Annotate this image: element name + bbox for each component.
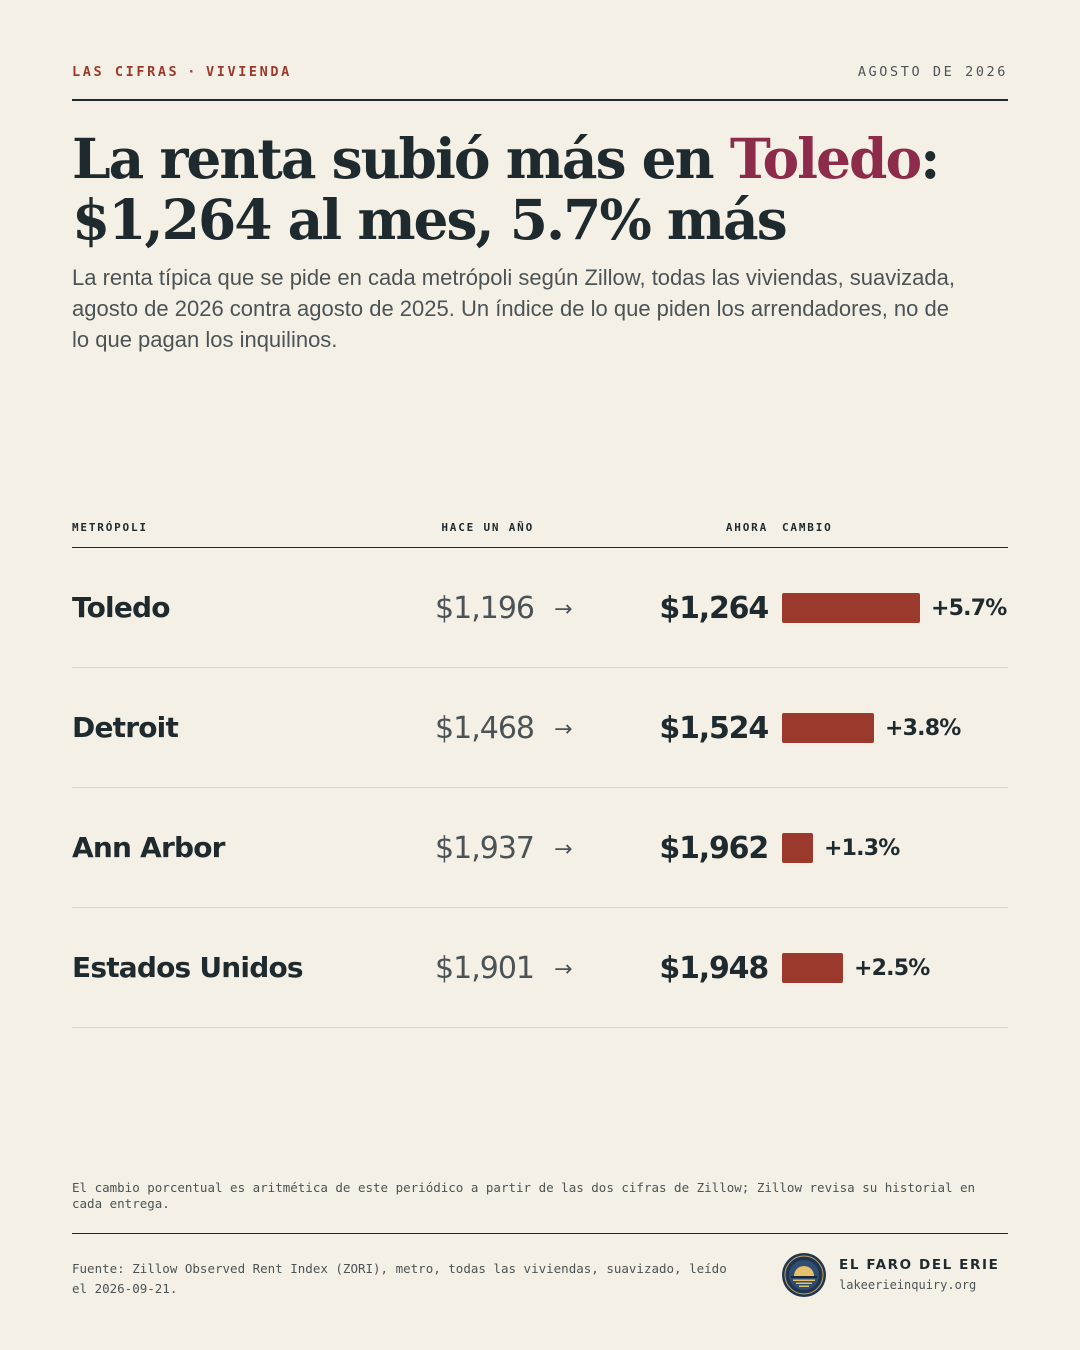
table-row: Toledo $1,196 → $1,264 +5.7% [72, 548, 1008, 668]
change-bar [782, 593, 920, 623]
footer-rule [72, 1233, 1008, 1234]
rent-now: $1,524 [659, 711, 769, 746]
brand-url: lakeerieinquiry.org [839, 1278, 977, 1292]
row-divider [72, 1027, 1008, 1028]
arrow-icon: → [554, 717, 573, 742]
metro-name: Estados Unidos [72, 951, 304, 984]
dateline: AGOSTO DE 2026 [857, 64, 1008, 80]
metro-name: Toledo [72, 591, 170, 624]
change-label: +5.7% [931, 596, 1007, 621]
column-header-now: AHORA [725, 521, 768, 534]
rent-year-ago: $1,468 [435, 711, 535, 746]
headline-lead: La renta subió más en [72, 126, 730, 191]
headline: La renta subió más en Toledo: $1,264 al … [72, 128, 1022, 250]
arrow-icon: → [554, 837, 573, 862]
rent-now: $1,948 [659, 951, 769, 986]
section-kicker: LAS CIFRAS · VIVIENDA [72, 64, 292, 80]
arrow-icon: → [554, 957, 573, 982]
arrow-icon: → [554, 597, 573, 622]
headline-colon: : [920, 126, 940, 191]
row-divider [72, 667, 1008, 668]
kicker-section: LAS CIFRAS [72, 64, 180, 80]
source-line: Fuente: Zillow Observed Rent Index (ZORI… [72, 1261, 727, 1296]
change-bar [782, 833, 813, 863]
change-label: +3.8% [885, 716, 961, 741]
kicker-topic: VIVIENDA [206, 64, 292, 80]
row-divider [72, 787, 1008, 788]
column-header-metro: METRÓPOLI [72, 521, 148, 534]
kicker-row: LAS CIFRAS · VIVIENDA AGOSTO DE 2026 [72, 64, 1008, 80]
row-divider [72, 907, 1008, 908]
rent-year-ago: $1,196 [435, 591, 535, 626]
change-bar [782, 953, 843, 983]
top-rule [72, 99, 1008, 101]
change-bar [782, 713, 874, 743]
headline-accent-city: Toledo [729, 126, 922, 191]
table-row: Ann Arbor $1,937 → $1,962 +1.3% [72, 788, 1008, 908]
method-note: El cambio porcentual es aritmética de es… [72, 1180, 976, 1211]
rent-year-ago: $1,937 [435, 831, 535, 866]
column-header-prev: HACE UN AÑO [441, 521, 534, 534]
brand-name: EL FARO DEL ERIE [839, 1257, 1000, 1273]
table-row: Estados Unidos $1,901 → $1,948 +2.5% [72, 908, 1008, 1028]
rent-year-ago: $1,901 [435, 951, 535, 986]
column-header-change: CAMBIO [782, 521, 833, 534]
rent-now: $1,264 [659, 591, 769, 626]
kicker-separator: · [187, 64, 199, 80]
change-label: +1.3% [824, 836, 900, 861]
metro-name: Ann Arbor [72, 831, 225, 864]
headline-figure-line: $1,264 al mes, 5.7% más [72, 187, 788, 252]
lighthouse-seal-icon [782, 1253, 826, 1297]
brand-block: EL FARO DEL ERIE lakeerieinquiry.org [781, 1252, 1008, 1298]
header-rule [72, 547, 1008, 548]
dek: La renta típica que se pide en cada metr… [72, 265, 955, 352]
change-label: +2.5% [854, 956, 930, 981]
rent-now: $1,962 [659, 831, 769, 866]
table-row: Detroit $1,468 → $1,524 +3.8% [72, 668, 1008, 788]
metro-name: Detroit [72, 711, 179, 744]
